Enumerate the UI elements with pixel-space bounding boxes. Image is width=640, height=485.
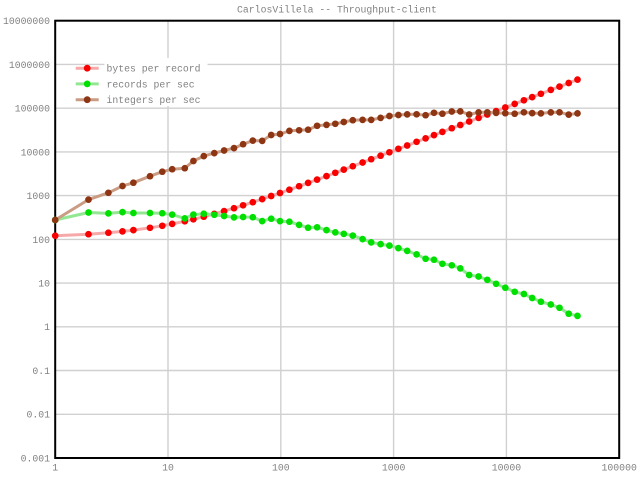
svg-text:100: 100 <box>32 235 50 246</box>
svg-text:1000: 1000 <box>382 463 406 474</box>
svg-text:10: 10 <box>38 279 50 290</box>
svg-text:0.1: 0.1 <box>32 366 50 377</box>
svg-text:CarlosVillela -- Throughput-cl: CarlosVillela -- Throughput-client <box>237 5 437 16</box>
svg-text:10000: 10000 <box>492 463 522 474</box>
svg-text:1: 1 <box>52 463 58 474</box>
svg-text:0.001: 0.001 <box>21 453 51 464</box>
svg-text:10000: 10000 <box>21 147 51 158</box>
svg-text:0.01: 0.01 <box>26 410 50 421</box>
svg-text:records per sec: records per sec <box>107 79 195 90</box>
svg-text:1000: 1000 <box>26 191 50 202</box>
svg-text:1: 1 <box>44 322 50 333</box>
svg-text:100000: 100000 <box>15 104 50 115</box>
svg-text:10: 10 <box>162 463 174 474</box>
svg-text:100000: 100000 <box>602 463 637 474</box>
svg-text:bytes per record: bytes per record <box>107 64 201 75</box>
svg-text:1000000: 1000000 <box>9 60 50 71</box>
svg-text:10000000: 10000000 <box>3 16 50 27</box>
svg-text:integers per sec: integers per sec <box>107 95 201 106</box>
svg-text:100: 100 <box>272 463 290 474</box>
